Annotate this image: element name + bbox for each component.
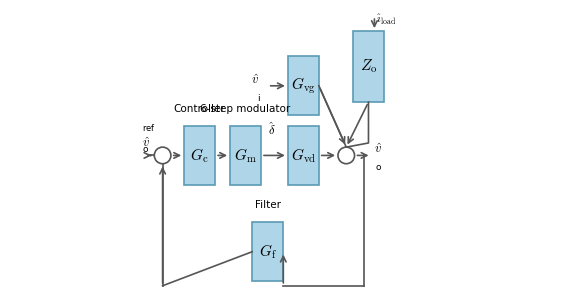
Text: $G_{\mathrm{c}}$: $G_{\mathrm{c}}$	[190, 146, 209, 165]
Text: $G_{\mathrm{f}}$: $G_{\mathrm{f}}$	[259, 242, 277, 261]
Text: $\mathrm{o}$: $\mathrm{o}$	[375, 163, 383, 172]
Text: −: −	[152, 151, 161, 161]
Text: $\hat{\imath}_{\mathrm{load}}$: $\hat{\imath}_{\mathrm{load}}$	[376, 13, 396, 27]
Text: $G_{\mathrm{vd}}$: $G_{\mathrm{vd}}$	[291, 146, 316, 165]
FancyBboxPatch shape	[288, 56, 319, 115]
Text: +: +	[158, 146, 166, 156]
Text: $G_{\mathrm{m}}$: $G_{\mathrm{m}}$	[234, 146, 257, 165]
Text: $G_{\mathrm{vg}}$: $G_{\mathrm{vg}}$	[291, 76, 316, 96]
FancyBboxPatch shape	[252, 222, 283, 281]
Text: 6-step modulator: 6-step modulator	[200, 104, 291, 114]
FancyBboxPatch shape	[288, 126, 319, 185]
Text: $\hat{v}$: $\hat{v}$	[142, 137, 150, 150]
FancyBboxPatch shape	[353, 31, 384, 102]
Text: $Z_{\mathrm{o}}$: $Z_{\mathrm{o}}$	[360, 58, 377, 75]
Text: +: +	[343, 156, 351, 166]
Circle shape	[154, 147, 171, 164]
Circle shape	[338, 147, 354, 164]
Text: $\mathrm{o}$: $\mathrm{o}$	[142, 145, 149, 154]
Text: $\mathrm{i}$: $\mathrm{i}$	[257, 92, 260, 103]
Text: Filter: Filter	[255, 200, 281, 210]
FancyBboxPatch shape	[184, 126, 215, 185]
Text: $\mathrm{ref}$: $\mathrm{ref}$	[142, 122, 156, 133]
FancyBboxPatch shape	[230, 126, 261, 185]
Text: $\hat{v}$: $\hat{v}$	[374, 143, 383, 156]
Text: $\hat{v}$: $\hat{v}$	[251, 73, 259, 87]
Text: $\hat{\delta}$: $\hat{\delta}$	[268, 121, 275, 138]
Text: Controller: Controller	[174, 104, 226, 114]
Text: +: +	[343, 145, 351, 155]
Text: +: +	[336, 150, 344, 160]
